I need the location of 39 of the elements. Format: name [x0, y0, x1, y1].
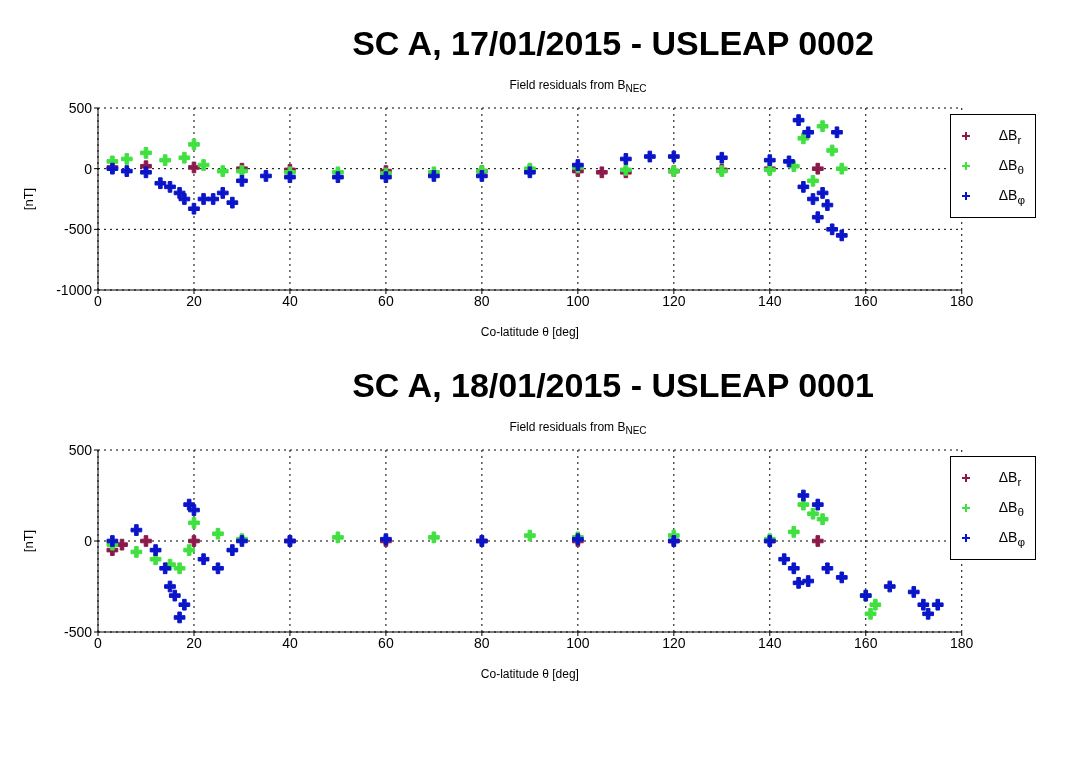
x-tick-label: 80 — [474, 292, 490, 309]
chart-subtitle: Field residuals from B$_{NEC}$ — [509, 78, 647, 95]
chart-title: SC A, 17/01/2015 - USLEAP 0002 — [351, 23, 875, 64]
x-tick-label: 120 — [662, 292, 686, 309]
x-tick-label: 20 — [186, 634, 202, 651]
x-axis-title: Co-latitude θ [deg] — [480, 325, 579, 339]
x-tick-label: 80 — [474, 634, 490, 651]
chart-title: SC A, 18/01/2015 - USLEAP 0001 — [351, 365, 875, 406]
x-tick-label: 180 — [950, 292, 974, 309]
x-tick-label: 20 — [186, 292, 202, 309]
legend-label: ΔB$_{φ}$ — [998, 186, 1025, 206]
y-axis-title: [nT] — [20, 187, 36, 211]
x-tick-label: 60 — [378, 292, 394, 309]
x-tick-label: 40 — [282, 292, 298, 309]
x-tick-label: 120 — [662, 634, 686, 651]
legend-label: ΔB$_{φ}$ — [998, 528, 1025, 548]
y-tick-label: 500 — [68, 441, 93, 458]
x-tick-label: 140 — [758, 634, 782, 651]
x-tick-label: 180 — [950, 634, 974, 651]
y-tick-label: 500 — [68, 99, 93, 116]
y-tick-label: -1000 — [56, 281, 93, 298]
legend-label: ΔB$_{θ}$ — [998, 156, 1024, 176]
x-tick-label: 160 — [854, 634, 878, 651]
legend-label: ΔB$_{r}$ — [998, 126, 1022, 146]
legend-label: ΔB$_{r}$ — [998, 468, 1022, 488]
y-tick-label: 0 — [84, 160, 93, 177]
y-tick-label: 0 — [84, 532, 93, 549]
x-tick-label: 160 — [854, 292, 878, 309]
x-axis-title: Co-latitude θ [deg] — [480, 667, 579, 681]
y-tick-label: -500 — [63, 623, 93, 640]
chart-subtitle: Field residuals from B$_{NEC}$ — [509, 420, 647, 437]
x-tick-label: 100 — [566, 634, 590, 651]
y-axis-title: [nT] — [20, 529, 36, 553]
legend-label: ΔB$_{θ}$ — [998, 498, 1024, 518]
y-tick-label: -500 — [63, 221, 93, 238]
x-tick-label: 100 — [566, 292, 590, 309]
x-tick-label: 40 — [282, 634, 298, 651]
x-tick-label: 60 — [378, 634, 394, 651]
x-tick-label: 140 — [758, 292, 782, 309]
